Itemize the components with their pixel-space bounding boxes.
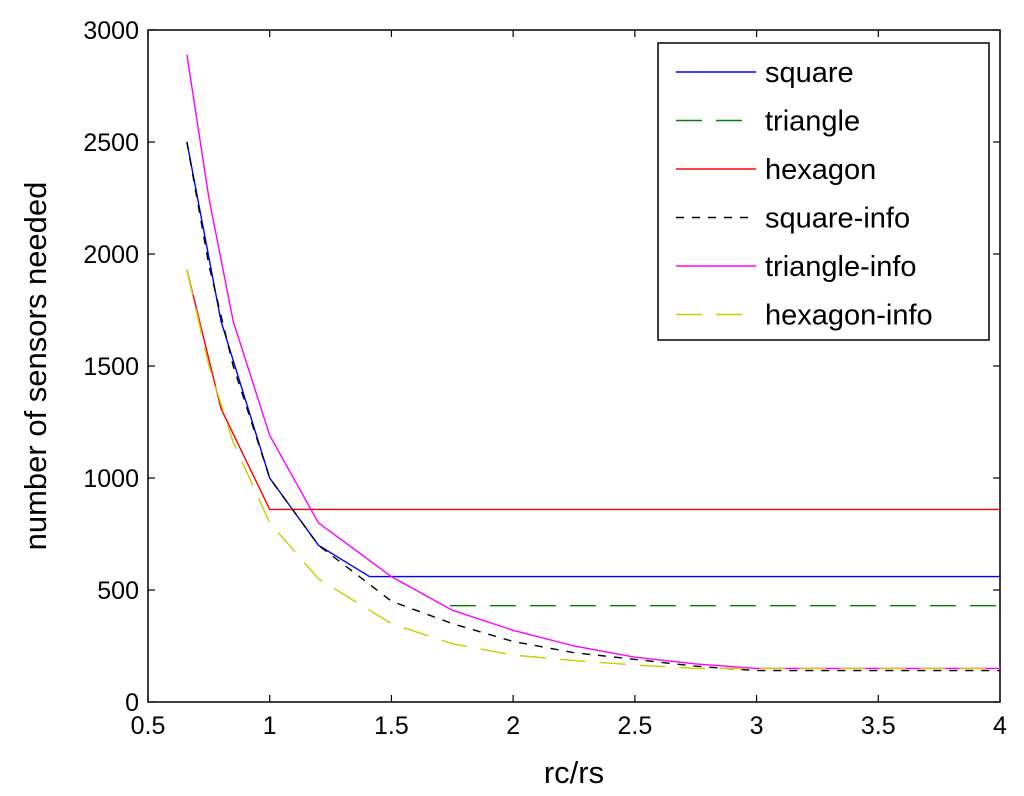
series-layer [186,54,1000,672]
x-tick-label: 2 [506,712,520,740]
legend-label-hexagon-info: hexagon-info [765,300,933,332]
y-tick-label: 2500 [83,129,139,157]
y-tick-label: 1500 [83,353,139,381]
series-line-triangle-info [186,54,1000,670]
x-tick-label: 1.5 [374,712,409,740]
series-line-square-info [186,141,1000,672]
y-tick-label: 2000 [83,241,139,269]
legend-label-square-info: square-info [765,203,910,235]
y-axis-label: number of sensors needed [18,182,53,551]
legend-box [657,42,990,341]
x-tick-label: 1 [263,712,277,740]
legend-label-hexagon: hexagon [765,154,876,186]
legend-label-square: square [765,57,854,89]
x-tick-label: 2.5 [617,712,652,740]
x-tick-label: 0.5 [131,712,166,740]
series-line-hexagon [186,269,1000,511]
legend-label-triangle-info: triangle-info [765,251,917,283]
tick-layer: 0.5 1 1.5 2 2.5 3 3.5 4 0 500 1000 1500 2000 2500 3000 [83,17,1007,740]
x-tick-label: 3.5 [861,712,896,740]
legend: square triangle hexagon square-info triangle… [657,42,990,341]
x-tick-label: 3 [750,712,764,740]
x-axis-label: rc/rs [544,755,604,790]
y-tick-label: 1000 [83,465,139,493]
y-tick-label: 500 [97,577,139,605]
legend-label-triangle: triangle [765,106,860,138]
y-tick-label: 3000 [83,17,139,45]
series-line-hexagon-info [186,269,1000,670]
x-tick-label: 4 [993,712,1007,740]
y-tick-label: 0 [125,689,139,717]
